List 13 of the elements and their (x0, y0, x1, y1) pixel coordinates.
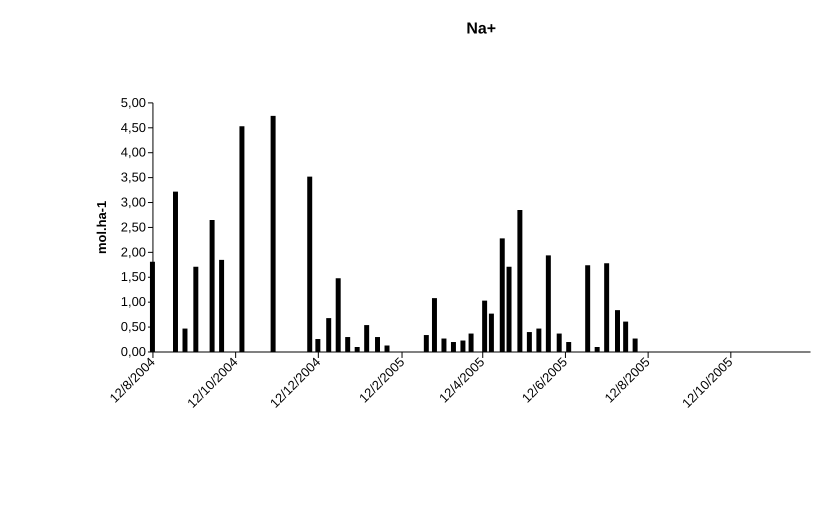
y-tick-label: 2,00 (120, 244, 146, 260)
y-tick-label: 3,00 (120, 194, 146, 210)
y-axis-title: mol.ha-1 (94, 200, 109, 254)
y-tick-label: 0,00 (120, 344, 146, 359)
chart-title: Na+ (466, 20, 496, 38)
y-tick-label: 1,50 (120, 269, 146, 284)
y-tick-label: 4,50 (120, 120, 146, 135)
y-tick-label: 3,50 (120, 170, 146, 185)
y-tick-label: 4,00 (120, 144, 146, 160)
y-tick-label: 0,50 (120, 319, 146, 334)
y-tick-label: 2,50 (120, 219, 146, 234)
y-tick-label: 5,00 (120, 94, 146, 110)
y-tick-label: 1,00 (120, 294, 146, 310)
